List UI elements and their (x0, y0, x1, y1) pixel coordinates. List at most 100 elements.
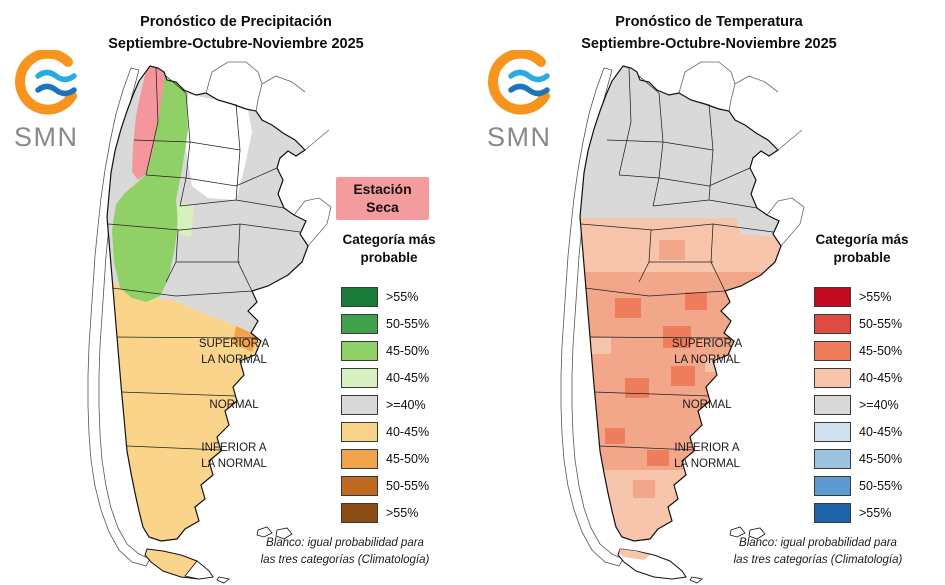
legend-swatch (814, 367, 851, 388)
chile-outline (87, 67, 151, 567)
footnote: Blanco: igual probabilidad para las tres… (236, 535, 454, 568)
chile-outline (560, 67, 624, 567)
legend-swatch (341, 475, 378, 496)
panel-precipitation: Pronóstico de Precipitación Septiembre-O… (0, 0, 472, 585)
footnote-line2: las tres categorías (Climatología) (733, 553, 903, 566)
neighbor-borders (678, 61, 805, 247)
isla-de-los-estados (216, 576, 230, 584)
legend-label: 45-50% (859, 343, 903, 358)
category-label-superior: SUPERIOR A LA NORMAL (184, 336, 284, 368)
legend-label: 50-55% (386, 316, 430, 331)
smn-logo: SMN (485, 48, 577, 153)
legend-heading-line1: Categoría más (342, 232, 436, 247)
category-superior-line1: SUPERIOR A (198, 338, 270, 350)
legend-row: 50-55% (814, 472, 902, 499)
legend-swatch (341, 313, 378, 334)
legend-heading: Categoría más probable (316, 231, 462, 267)
legend-swatch (341, 367, 378, 388)
category-superior-line2: LA NORMAL (674, 354, 740, 367)
legend-label: >55% (859, 505, 892, 520)
legend-row: 45-50% (814, 337, 902, 364)
legend-row: 45-50% (341, 337, 429, 364)
legend-label: >55% (859, 289, 892, 304)
legend-row: 40-45% (814, 418, 902, 445)
malvinas-islands (729, 526, 766, 540)
legend-swatch (814, 340, 851, 361)
legend-label: 50-55% (859, 478, 903, 493)
legend-swatch (814, 313, 851, 334)
legend-label: 40-45% (859, 370, 903, 385)
region-green-band (112, 70, 188, 302)
legend-label: 50-55% (386, 478, 430, 493)
salmon-block (685, 292, 707, 310)
neighbor-borders (205, 61, 332, 247)
legend-row: 50-55% (341, 310, 429, 337)
panel-title: Pronóstico de Precipitación Septiembre-O… (0, 12, 472, 56)
isla-de-los-estados (689, 576, 703, 584)
legend-swatch (341, 394, 378, 415)
legend-swatch (341, 340, 378, 361)
legend-swatch (814, 421, 851, 442)
province-borders (107, 67, 301, 451)
category-inferior-line1: INFERIOR A (674, 442, 740, 454)
panel-temperature: Pronóstico de Temperatura Septiembre-Oct… (473, 0, 945, 585)
legend-heading-line2: probable (360, 250, 418, 266)
legend-label: 45-50% (859, 451, 903, 466)
legend-row: >=40% (341, 391, 429, 418)
legend: >55% 50-55% 45-50% 40-45% >=40% 40-45% (814, 283, 902, 526)
footnote-line1: Blanco: igual probabilidad para (266, 537, 424, 549)
smn-logo-icon (488, 48, 550, 115)
salmon-block (647, 450, 669, 466)
tierra-del-fuego-white (184, 560, 214, 580)
category-label-normal: NORMAL (682, 399, 732, 411)
smn-logo-text: SMN (14, 122, 79, 152)
title-line2: Septiembre-Octubre-Noviembre 2025 (108, 35, 364, 52)
legend-swatch (814, 394, 851, 415)
category-inferior-line1: INFERIOR A (201, 442, 267, 454)
category-inferior-line2: LA NORMAL (201, 458, 267, 471)
title-line2: Septiembre-Octubre-Noviembre 2025 (581, 35, 837, 52)
category-superior-line2: LA NORMAL (201, 354, 267, 367)
salmon-block (633, 480, 655, 498)
smn-logo-icon (15, 48, 77, 115)
legend-row: 40-45% (341, 418, 429, 445)
legend-heading: Categoría más probable (789, 231, 935, 267)
legend-label: 45-50% (386, 343, 430, 358)
tierra-del-fuego-salmon (619, 549, 650, 560)
legend-heading-line1: Categoría más (815, 232, 909, 247)
legend-row: >55% (814, 499, 902, 526)
malvinas-islands (256, 526, 293, 540)
precipitation-map (87, 61, 332, 584)
legend-label: >55% (386, 289, 419, 304)
estacion-seca-badge: Estación Seca (336, 177, 429, 221)
category-inferior-line2: LA NORMAL (674, 458, 740, 471)
legend-label: 45-50% (386, 451, 430, 466)
salmon-block (671, 366, 695, 386)
legend-swatch (341, 502, 378, 523)
badge-line1: Estación (353, 181, 412, 197)
smn-logo-text: SMN (487, 122, 552, 152)
legend-row: >55% (814, 283, 902, 310)
province-borders (580, 67, 774, 451)
legend-swatch (341, 286, 378, 307)
legend-row: >=40% (814, 391, 902, 418)
legend-heading-line2: probable (833, 250, 891, 266)
salmon-block (625, 378, 649, 398)
badge-line2: Seca (366, 199, 399, 216)
category-label-normal: NORMAL (209, 399, 259, 411)
category-label-inferior: INFERIOR A LA NORMAL (184, 440, 284, 472)
legend-swatch (341, 448, 378, 469)
category-superior-line1: SUPERIOR A (671, 338, 743, 350)
footnote-line2: las tres categorías (Climatología) (260, 553, 430, 566)
salmon-block (615, 298, 641, 318)
legend-row: >55% (341, 499, 429, 526)
legend-label: 40-45% (386, 424, 430, 439)
legend-row: 50-55% (341, 472, 429, 499)
region-gray-east-extension (735, 210, 781, 238)
salmon-block (663, 326, 691, 348)
lightsalmon-block (591, 338, 611, 354)
legend-label: 50-55% (859, 316, 903, 331)
legend-label: 40-45% (386, 370, 430, 385)
salmon-block (659, 240, 685, 260)
legend-row: 45-50% (341, 445, 429, 472)
